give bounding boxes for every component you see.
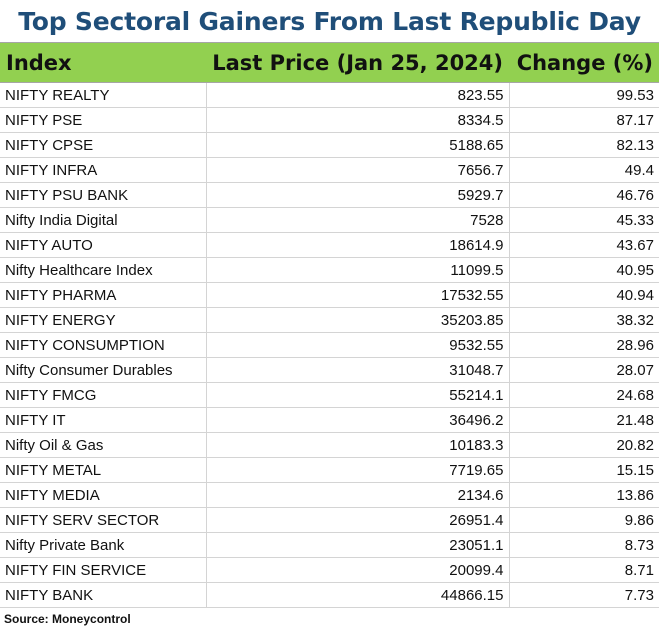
cell-last-price: 18614.9 (205, 232, 510, 258)
cell-change-percent: 40.95 (508, 257, 659, 283)
cell-last-price: 7719.65 (205, 457, 510, 483)
cell-change-percent: 7.73 (508, 582, 659, 608)
cell-index-name: NIFTY CPSE (0, 132, 207, 158)
cell-change-percent: 21.48 (508, 407, 659, 433)
cell-index-name: NIFTY PSU BANK (0, 182, 207, 208)
cell-index-name: NIFTY AUTO (0, 232, 207, 258)
chart-title: Top Sectoral Gainers From Last Republic … (18, 7, 641, 36)
cell-index-name: Nifty Healthcare Index (0, 257, 207, 283)
cell-last-price: 823.55 (205, 82, 510, 108)
sector-table: Index Last Price (Jan 25, 2024) Change (… (0, 42, 659, 608)
cell-last-price: 7528 (205, 207, 510, 233)
table-row: Nifty Private Bank 23051.1 8.73 (0, 532, 659, 558)
cell-change-percent: 45.33 (508, 207, 659, 233)
table-row: NIFTY REALTY 823.55 99.53 (0, 82, 659, 108)
table-body: NIFTY REALTY 823.55 99.53 NIFTY PSE 8334.5 87… (0, 82, 659, 608)
cell-index-name: NIFTY METAL (0, 457, 207, 483)
column-header-index: Index (0, 42, 206, 83)
cell-change-percent: 28.07 (508, 357, 659, 383)
column-header-last-price: Last Price (Jan 25, 2024) (206, 42, 509, 83)
cell-index-name: NIFTY MEDIA (0, 482, 207, 508)
cell-last-price: 7656.7 (205, 157, 510, 183)
cell-change-percent: 8.71 (508, 557, 659, 583)
cell-change-percent: 20.82 (508, 432, 659, 458)
table-row: Nifty Oil & Gas 10183.3 20.82 (0, 432, 659, 458)
cell-last-price: 44866.15 (205, 582, 510, 608)
table-row: NIFTY MEDIA 2134.6 13.86 (0, 482, 659, 508)
table-row: NIFTY PHARMA 17532.55 40.94 (0, 282, 659, 308)
cell-change-percent: 40.94 (508, 282, 659, 308)
cell-change-percent: 49.4 (508, 157, 659, 183)
cell-last-price: 9532.55 (205, 332, 510, 358)
cell-index-name: NIFTY REALTY (0, 82, 207, 108)
cell-last-price: 31048.7 (205, 357, 510, 383)
cell-last-price: 55214.1 (205, 382, 510, 408)
cell-change-percent: 82.13 (508, 132, 659, 158)
cell-change-percent: 87.17 (508, 107, 659, 133)
table-row: NIFTY PSE 8334.5 87.17 (0, 107, 659, 133)
cell-index-name: NIFTY IT (0, 407, 207, 433)
cell-last-price: 2134.6 (205, 482, 510, 508)
cell-last-price: 5929.7 (205, 182, 510, 208)
cell-index-name: NIFTY PHARMA (0, 282, 207, 308)
cell-change-percent: 24.68 (508, 382, 659, 408)
header-row: Index Last Price (Jan 25, 2024) Change (… (0, 42, 659, 83)
source-note: Source: Moneycontrol (4, 612, 131, 626)
cell-last-price: 36496.2 (205, 407, 510, 433)
cell-change-percent: 13.86 (508, 482, 659, 508)
column-header-change: Change (%) (509, 42, 659, 83)
table-row: NIFTY METAL 7719.65 15.15 (0, 457, 659, 483)
table-row: NIFTY SERV SECTOR 26951.4 9.86 (0, 507, 659, 533)
table-row: Nifty India Digital 7528 45.33 (0, 207, 659, 233)
cell-last-price: 10183.3 (205, 432, 510, 458)
table-row: NIFTY CPSE 5188.65 82.13 (0, 132, 659, 158)
cell-change-percent: 99.53 (508, 82, 659, 108)
cell-index-name: NIFTY CONSUMPTION (0, 332, 207, 358)
cell-change-percent: 43.67 (508, 232, 659, 258)
cell-index-name: NIFTY PSE (0, 107, 207, 133)
cell-last-price: 26951.4 (205, 507, 510, 533)
table-row: NIFTY INFRA 7656.7 49.4 (0, 157, 659, 183)
cell-last-price: 5188.65 (205, 132, 510, 158)
table-row: Nifty Consumer Durables 31048.7 28.07 (0, 357, 659, 383)
cell-change-percent: 46.76 (508, 182, 659, 208)
cell-index-name: NIFTY BANK (0, 582, 207, 608)
table-row: NIFTY AUTO 18614.9 43.67 (0, 232, 659, 258)
cell-last-price: 35203.85 (205, 307, 510, 333)
cell-change-percent: 8.73 (508, 532, 659, 558)
cell-index-name: NIFTY FIN SERVICE (0, 557, 207, 583)
cell-index-name: NIFTY ENERGY (0, 307, 207, 333)
cell-last-price: 20099.4 (205, 557, 510, 583)
cell-index-name: Nifty Consumer Durables (0, 357, 207, 383)
cell-index-name: Nifty Private Bank (0, 532, 207, 558)
table-row: NIFTY FIN SERVICE 20099.4 8.71 (0, 557, 659, 583)
cell-change-percent: 38.32 (508, 307, 659, 333)
cell-index-name: Nifty India Digital (0, 207, 207, 233)
cell-last-price: 23051.1 (205, 532, 510, 558)
cell-index-name: Nifty Oil & Gas (0, 432, 207, 458)
cell-index-name: NIFTY SERV SECTOR (0, 507, 207, 533)
table-row: NIFTY ENERGY 35203.85 38.32 (0, 307, 659, 333)
table-row: NIFTY FMCG 55214.1 24.68 (0, 382, 659, 408)
cell-change-percent: 15.15 (508, 457, 659, 483)
table-row: NIFTY PSU BANK 5929.7 46.76 (0, 182, 659, 208)
cell-change-percent: 9.86 (508, 507, 659, 533)
cell-last-price: 17532.55 (205, 282, 510, 308)
table-row: NIFTY IT 36496.2 21.48 (0, 407, 659, 433)
table-row: NIFTY CONSUMPTION 9532.55 28.96 (0, 332, 659, 358)
cell-index-name: NIFTY INFRA (0, 157, 207, 183)
cell-last-price: 11099.5 (205, 257, 510, 283)
cell-change-percent: 28.96 (508, 332, 659, 358)
cell-index-name: NIFTY FMCG (0, 382, 207, 408)
cell-last-price: 8334.5 (205, 107, 510, 133)
table-row: Nifty Healthcare Index 11099.5 40.95 (0, 257, 659, 283)
table-row: NIFTY BANK 44866.15 7.73 (0, 582, 659, 608)
